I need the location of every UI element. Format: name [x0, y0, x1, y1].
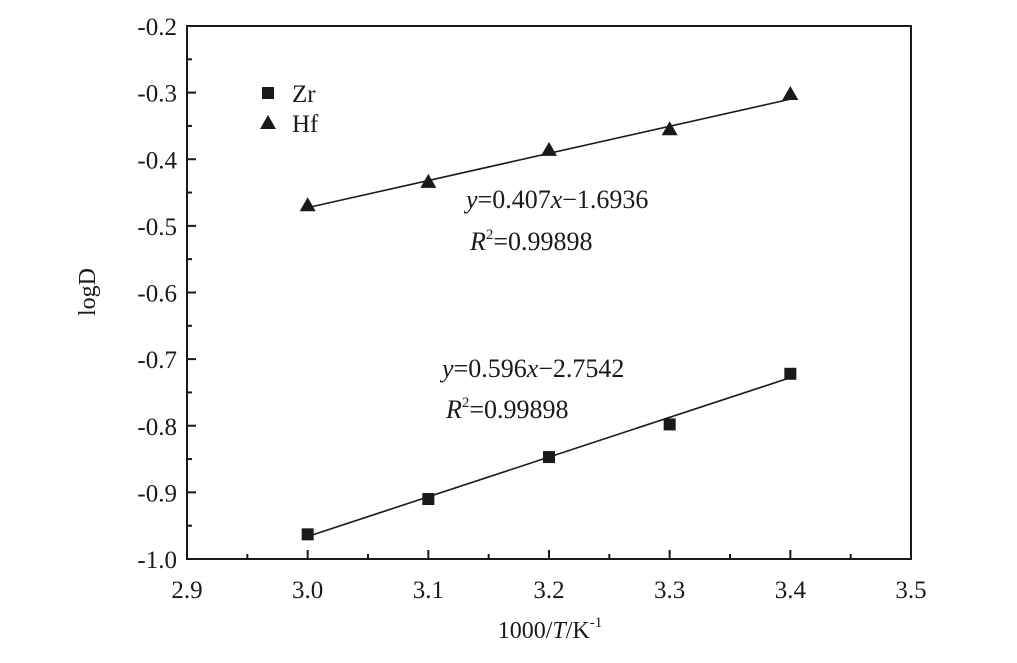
- zr-point: [301, 528, 314, 541]
- x-tick-label: 2.9: [171, 577, 202, 604]
- zr-r2: R2=0.99898: [445, 395, 569, 424]
- y-tick-label: -0.6: [137, 281, 177, 308]
- x-tick-label: 3.5: [895, 577, 926, 604]
- zr-point: [784, 367, 797, 380]
- hf-point: [782, 85, 799, 100]
- legend-label-hf: Hf: [292, 111, 319, 138]
- zr-r2-sup: 2: [462, 395, 470, 411]
- legend-marker-hf: [260, 115, 276, 129]
- y-tick-label: -1.0: [137, 547, 177, 574]
- legend: Zr Hf: [260, 81, 319, 138]
- zr-point: [663, 418, 676, 431]
- zr-r2-val: =0.99898: [469, 395, 568, 424]
- y-tick-label: -0.3: [137, 81, 177, 108]
- hf-r2-sup: 2: [486, 227, 494, 243]
- y-tick-label: -0.8: [137, 414, 177, 441]
- y-tick-label: -0.9: [137, 480, 177, 507]
- y-axis-title: logD: [75, 268, 101, 316]
- plot-frame: -0.2 -0.3 -0.4 -0.5 -0.6 -0.7 -0.8 -0.9 -1.0 2.9 3…: [137, 14, 926, 604]
- legend-label-zr: Zr: [292, 81, 316, 108]
- data-markers: [299, 85, 799, 541]
- zr-eq-coef: =0.596: [454, 354, 527, 383]
- x-tick-label: 3.2: [533, 577, 564, 604]
- hf-point: [541, 141, 557, 156]
- x-axis-title: 1000/T/K-1: [498, 615, 603, 644]
- x-axis-title-b: T: [552, 618, 567, 644]
- x-tick-label: 3.1: [413, 577, 444, 604]
- hf-point: [299, 197, 316, 212]
- hf-r2-val: =0.99898: [493, 227, 592, 256]
- hf-equation: y=0.407x−1.6936: [463, 185, 648, 214]
- hf-eq-rest: −1.6936: [562, 185, 648, 214]
- hf-point: [661, 121, 678, 136]
- y-tick-label: -0.5: [137, 214, 177, 241]
- x-axis-title-a: 1000/: [498, 618, 553, 644]
- legend-marker-zr: [262, 87, 274, 99]
- zr-eq-y: y: [439, 354, 454, 383]
- zr-r2-r: R: [445, 395, 462, 424]
- zr-eq-rest: −2.7542: [538, 354, 624, 383]
- zr-point: [543, 451, 555, 464]
- hf-eq-y: y: [463, 185, 478, 214]
- y-tick-label: -0.7: [137, 347, 177, 374]
- zr-equation: y=0.596x−2.7542: [439, 354, 624, 383]
- zr-point: [422, 493, 435, 506]
- hf-r2: R2=0.99898: [469, 227, 593, 256]
- x-tick-label: 3.3: [654, 577, 685, 604]
- x-tick-label: 3.0: [292, 577, 323, 604]
- hf-point: [420, 173, 437, 188]
- y-tick-label: -0.2: [137, 14, 177, 41]
- hf-r2-r: R: [469, 227, 486, 256]
- fit-lines: [307, 98, 791, 538]
- x-axis-title-sup: -1: [590, 615, 603, 631]
- x-axis-title-c: /K: [566, 618, 591, 644]
- y-tick-label: -0.4: [137, 147, 177, 174]
- zr-eq-x: x: [526, 354, 539, 383]
- hf-eq-x: x: [550, 185, 563, 214]
- hf-eq-coef: =0.407: [478, 185, 551, 214]
- x-tick-label: 3.4: [775, 577, 807, 604]
